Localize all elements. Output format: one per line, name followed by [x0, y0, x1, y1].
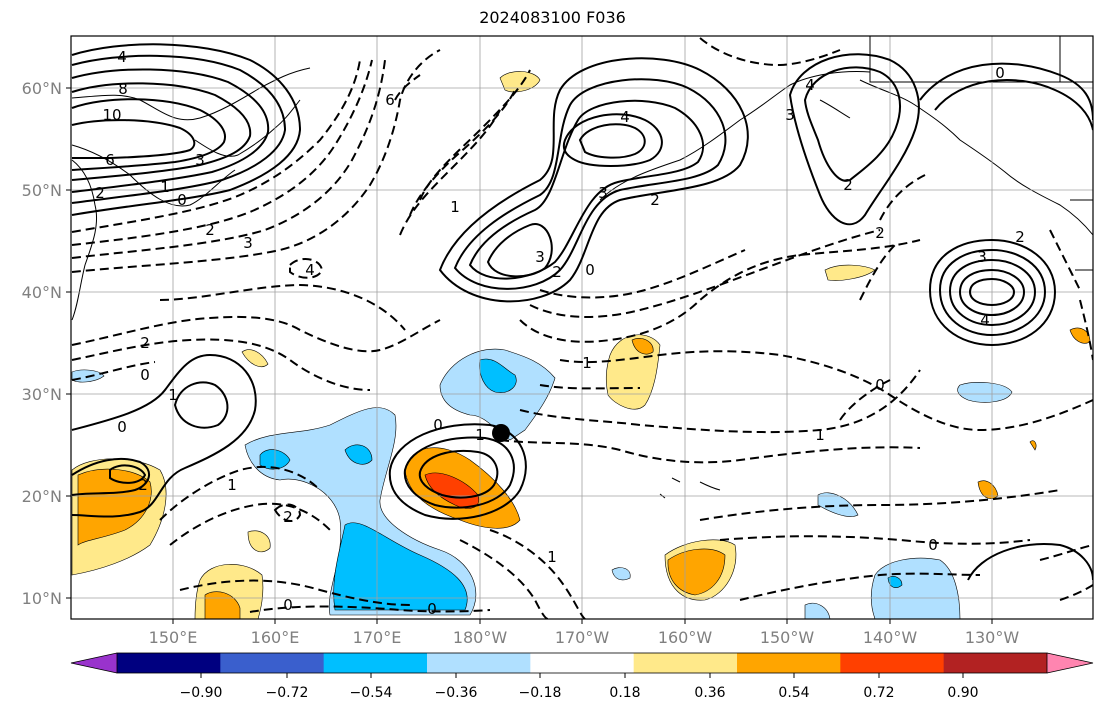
lon-label: 150°E	[149, 628, 198, 647]
colorbar-segment	[943, 653, 1048, 673]
contour-label: 1	[582, 354, 592, 372]
colorbar-tick-label: 0.90	[947, 685, 978, 701]
lat-label: 60°N	[22, 79, 62, 98]
lon-label: 130°W	[965, 628, 1020, 647]
lon-label: 140°W	[863, 628, 918, 647]
contour-label: 6	[385, 91, 395, 109]
contour-label: 6	[105, 151, 115, 169]
colorbar-tick-label: 0.54	[778, 685, 809, 701]
contour-label: 2	[552, 263, 562, 281]
contour-label: 4	[805, 76, 815, 94]
colorbar-extend-low	[71, 653, 117, 673]
lat-label: 40°N	[22, 283, 62, 302]
colorbar-tick-label: −0.90	[180, 685, 223, 701]
colorbar-extend-high	[1047, 653, 1093, 673]
contour-label: 1	[450, 198, 460, 216]
contour-label: 3	[977, 248, 987, 266]
contour-label: 4	[305, 261, 315, 279]
colorbar-tick-label: 0.18	[609, 685, 640, 701]
contour-label: 2	[650, 191, 660, 209]
contour-label: 0	[177, 191, 187, 209]
storm-center-marker	[492, 424, 510, 442]
contour-label: 3	[598, 184, 608, 202]
contour-label: 0	[117, 418, 127, 436]
colorbar-segment	[737, 653, 841, 673]
lon-label: 170°E	[353, 628, 402, 647]
contour-label: 4	[117, 48, 127, 66]
colorbar	[70, 652, 1094, 678]
contour-label: 3	[785, 106, 795, 124]
lat-label: 50°N	[22, 181, 62, 200]
colorbar-labels: −0.90 −0.72 −0.54 −0.36 −0.18 0.18 0.36 0.54 0.7…	[180, 685, 979, 701]
contour-label: 2	[1015, 228, 1025, 246]
colorbar-tick-label: 0.72	[863, 685, 894, 701]
lon-label: 150°W	[760, 628, 815, 647]
contour-label: 0	[433, 416, 443, 434]
contour-label: 0	[140, 366, 150, 384]
contour-label: 1	[547, 548, 557, 566]
contour-label: 1	[227, 476, 237, 494]
contour-label: 1	[168, 386, 178, 404]
contour-label: 2	[95, 184, 105, 202]
contour-label: 0	[427, 600, 437, 618]
lon-ticks	[172, 619, 993, 624]
colorbar-outline	[116, 652, 1048, 674]
lon-label: 160°E	[251, 628, 300, 647]
contour-label: 1	[475, 426, 485, 444]
map-title: 2024083100 F036	[479, 8, 626, 27]
contour-label: 1	[815, 426, 825, 444]
gridlines	[71, 36, 1093, 619]
contour-label: 2	[140, 334, 150, 352]
colorbar-tick-label: 0.36	[694, 685, 725, 701]
colorbar-tick-label: −0.36	[435, 685, 478, 701]
colorbar-tick-label: −0.18	[519, 685, 562, 701]
contour-label: 8	[118, 80, 128, 98]
colorbar-segment	[220, 653, 325, 673]
solid-contours	[71, 43, 1093, 581]
lon-label: 180°W	[453, 628, 508, 647]
lat-labels: 60°N 50°N 40°N 30°N 20°N 10°N	[22, 79, 62, 608]
contour-label: 3	[243, 234, 253, 252]
colorbar-tick-label: −0.72	[266, 685, 309, 701]
contour-label: 2	[138, 476, 148, 494]
contour-label: 2	[283, 508, 293, 526]
contour-label: 10	[102, 106, 121, 124]
contour-label: 0	[928, 536, 938, 554]
contour-label: 4	[620, 108, 630, 126]
contour-label: 0	[995, 64, 1005, 82]
contour-label: 2	[843, 176, 853, 194]
contour-label: 2	[205, 221, 215, 239]
contour-label: 3	[535, 248, 545, 266]
contour-label: 0	[283, 596, 293, 614]
colorbar-segment	[530, 653, 635, 673]
lat-label: 10°N	[22, 589, 62, 608]
contour-label: 0	[585, 261, 595, 279]
colorbar-segment	[117, 653, 221, 673]
coastlines	[71, 36, 1093, 499]
colorbar-segment	[633, 653, 738, 673]
colorbar-tick-label: −0.54	[350, 685, 393, 701]
lat-ticks	[66, 87, 71, 599]
lat-label: 30°N	[22, 385, 62, 404]
lon-label: 160°W	[658, 628, 713, 647]
contour-label: 1	[160, 178, 170, 196]
dashed-contours	[71, 37, 1093, 619]
lon-label: 170°W	[555, 628, 610, 647]
contour-label: 2	[875, 224, 885, 242]
contour-label: 3	[195, 151, 205, 169]
colorbar-segment	[427, 653, 531, 673]
lat-label: 20°N	[22, 487, 62, 506]
contour-labels: 4 8 10 6 2 3 1 0 2 3 4 6 4 2 1 3 2 0 3 4…	[95, 48, 1025, 618]
lon-labels: 150°E 160°E 170°E 180°W 170°W 160°W 150°…	[149, 628, 1020, 647]
colorbar-segment	[840, 653, 945, 673]
colorbar-segment	[323, 653, 428, 673]
contour-label: 0	[875, 376, 885, 394]
contour-label: 4	[980, 311, 990, 329]
